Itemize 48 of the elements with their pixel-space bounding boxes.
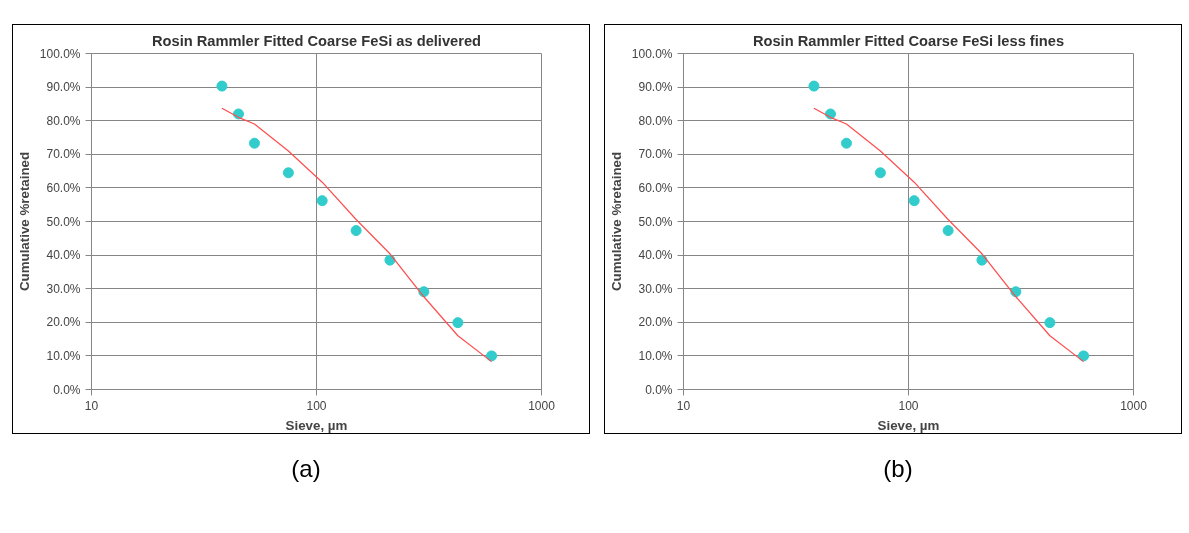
point: [316, 195, 328, 207]
y-tick-label: 40.0%: [46, 248, 81, 263]
x-tick-label: 100: [306, 398, 327, 413]
y-tick-label: 10.0%: [46, 348, 81, 363]
y-tick-label: 80.0%: [46, 113, 81, 128]
y-tick-label: 20.0%: [46, 315, 81, 330]
y-tick-label: 90.0%: [46, 80, 81, 95]
y-tick-label: 70.0%: [46, 147, 81, 162]
y-tick-label: 0.0%: [645, 382, 673, 397]
point: [874, 167, 886, 179]
y-tick-label: 90.0%: [638, 80, 673, 95]
y-tick-label: 30.0%: [46, 281, 81, 296]
text: (a): [291, 454, 321, 484]
x-tick-label: 10: [676, 398, 691, 413]
y-tick-label: 100.0%: [39, 46, 81, 61]
y-tick-label: 60.0%: [638, 180, 673, 195]
y-tick-label: 0.0%: [53, 382, 81, 397]
y-tick-label: 60.0%: [46, 180, 81, 195]
point: [840, 137, 852, 149]
y-tick-label: 80.0%: [638, 113, 673, 128]
x-axis-title: Sieve, µm: [877, 417, 940, 433]
y-tick-label: 50.0%: [638, 214, 673, 229]
y-axis-title: Cumulative %retained: [608, 151, 624, 292]
chart-title: Rosin Rammler Fitted Coarse FeSi less fines: [752, 32, 1065, 49]
text: (b): [883, 454, 913, 484]
chart-title: Rosin Rammler Fitted Coarse FeSi as delivered: [151, 32, 482, 49]
point: [908, 195, 920, 207]
x-tick-label: 100: [898, 398, 919, 413]
y-axis-title: Cumulative %retained: [16, 151, 32, 292]
y-tick-label: 70.0%: [638, 147, 673, 162]
y-tick-label: 30.0%: [638, 281, 673, 296]
x-tick-label: 10: [84, 398, 99, 413]
point: [1044, 317, 1056, 329]
point: [452, 317, 464, 329]
point: [1078, 350, 1090, 362]
y-tick-label: 20.0%: [638, 315, 673, 330]
point: [486, 350, 498, 362]
point: [942, 225, 954, 237]
y-tick-label: 100.0%: [631, 46, 673, 61]
x-tick-label: 1000: [1120, 398, 1148, 413]
y-tick-label: 10.0%: [638, 348, 673, 363]
point: [350, 225, 362, 237]
y-tick-label: 40.0%: [638, 248, 673, 263]
point: [248, 137, 260, 149]
point: [282, 167, 294, 179]
x-tick-label: 1000: [528, 398, 556, 413]
x-axis-title: Sieve, µm: [285, 417, 348, 433]
y-tick-label: 50.0%: [46, 214, 81, 229]
